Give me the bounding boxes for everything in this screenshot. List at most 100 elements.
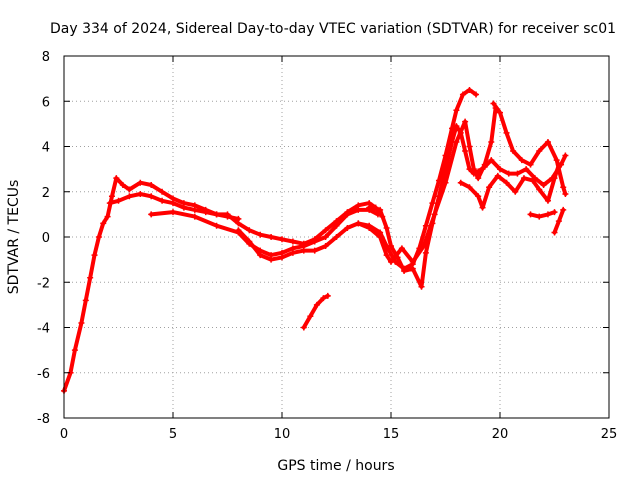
- data-point-marker: [126, 193, 133, 200]
- data-point-marker: [422, 222, 429, 229]
- data-point-marker: [257, 231, 264, 238]
- data-point-marker: [514, 170, 521, 177]
- data-point-marker: [289, 238, 296, 245]
- tick-labels: 0 5 10 15 20 25 -8 -6 -4 -2 0 2 4 6 8: [37, 50, 617, 442]
- data-point-marker: [429, 200, 436, 207]
- data-point-marker: [453, 138, 460, 145]
- data-point-marker: [95, 234, 102, 240]
- data-point-marker: [268, 234, 275, 240]
- data-point-marker: [401, 267, 408, 274]
- data-point-marker: [119, 181, 126, 188]
- data-series-track-1: [61, 175, 242, 394]
- data-point-marker: [479, 204, 486, 211]
- data-point-marker: [551, 229, 558, 236]
- series-trace: [62, 176, 241, 393]
- data-series-track-11: [300, 292, 331, 331]
- data-series-track-4: [235, 86, 480, 272]
- data-series-track-2: [106, 191, 386, 247]
- data-point-marker: [497, 166, 503, 173]
- data-point-marker: [377, 206, 384, 213]
- data-point-marker: [555, 218, 562, 225]
- data-point-marker: [470, 166, 477, 173]
- data-point-marker: [510, 148, 517, 155]
- data-point-marker: [420, 243, 427, 250]
- data-point-marker: [366, 204, 373, 211]
- data-point-marker: [159, 188, 166, 195]
- data-point-marker: [191, 213, 198, 220]
- data-point-marker: [320, 295, 327, 302]
- data-point-marker: [113, 175, 120, 182]
- data-point-marker: [551, 175, 558, 182]
- data-point-marker: [388, 258, 394, 265]
- data-point-marker: [505, 170, 512, 177]
- data-point-marker: [104, 213, 111, 220]
- data-point-marker: [518, 157, 525, 164]
- data-point-marker: [475, 175, 482, 182]
- data-point-marker: [453, 107, 460, 114]
- data-point-marker: [553, 157, 560, 164]
- data-point-marker: [494, 172, 501, 179]
- data-point-marker: [257, 252, 264, 259]
- series-trace: [356, 106, 498, 264]
- x-tick-label: 15: [383, 427, 400, 442]
- data-point-marker: [224, 211, 231, 218]
- data-point-marker: [213, 222, 220, 229]
- data-point-marker: [536, 148, 543, 155]
- data-point-marker: [344, 224, 351, 231]
- data-point-marker: [529, 177, 536, 184]
- data-point-marker: [527, 211, 534, 218]
- data-point-marker: [555, 161, 562, 168]
- data-point-marker: [466, 86, 473, 93]
- data-point-marker: [409, 265, 416, 272]
- data-point-marker: [473, 91, 480, 98]
- data-point-marker: [71, 347, 78, 354]
- x-tick-label: 0: [60, 427, 68, 442]
- data-point-marker: [279, 254, 285, 261]
- data-point-marker: [307, 313, 314, 320]
- data-point-marker: [78, 319, 85, 326]
- data-point-marker: [115, 197, 122, 204]
- data-point-marker: [551, 209, 558, 216]
- data-point-marker: [300, 247, 307, 254]
- data-point-marker: [562, 191, 569, 198]
- x-tick-label: 5: [169, 427, 177, 442]
- data-point-marker: [544, 138, 551, 145]
- data-point-marker: [148, 211, 155, 218]
- data-point-marker: [459, 91, 466, 98]
- data-point-marker: [497, 109, 503, 116]
- data-point-marker: [289, 249, 296, 256]
- data-point-marker: [106, 200, 113, 207]
- y-tick-label: 8: [42, 50, 50, 65]
- data-series-track-8: [457, 161, 562, 211]
- data-point-marker: [503, 179, 510, 186]
- data-point-marker: [431, 211, 438, 218]
- axis-ticks: [63, 55, 610, 419]
- data-point-marker: [544, 211, 551, 218]
- data-point-marker: [488, 138, 495, 145]
- data-point-marker: [475, 193, 482, 200]
- data-point-marker: [82, 297, 89, 304]
- y-tick-label: 2: [42, 186, 50, 201]
- data-point-marker: [398, 245, 405, 252]
- data-point-marker: [457, 179, 464, 186]
- data-point-marker: [388, 243, 394, 250]
- data-point-marker: [87, 274, 94, 281]
- series-trace: [301, 293, 330, 330]
- y-tick-label: -2: [37, 276, 50, 291]
- data-point-marker: [313, 301, 320, 308]
- data-point-marker: [488, 157, 495, 164]
- data-point-marker: [126, 186, 133, 193]
- data-point-marker: [355, 220, 362, 227]
- data-point-marker: [279, 236, 285, 243]
- data-point-marker: [527, 161, 534, 168]
- data-point-marker: [100, 220, 107, 227]
- x-axis-label: GPS time / hours: [277, 458, 394, 474]
- data-point-marker: [108, 193, 115, 200]
- data-point-marker: [246, 238, 253, 245]
- data-point-marker: [333, 234, 340, 240]
- data-point-marker: [409, 258, 416, 265]
- data-point-marker: [462, 148, 469, 155]
- data-point-marker: [383, 252, 390, 259]
- data-point-marker: [560, 206, 567, 213]
- data-point-marker: [377, 234, 384, 240]
